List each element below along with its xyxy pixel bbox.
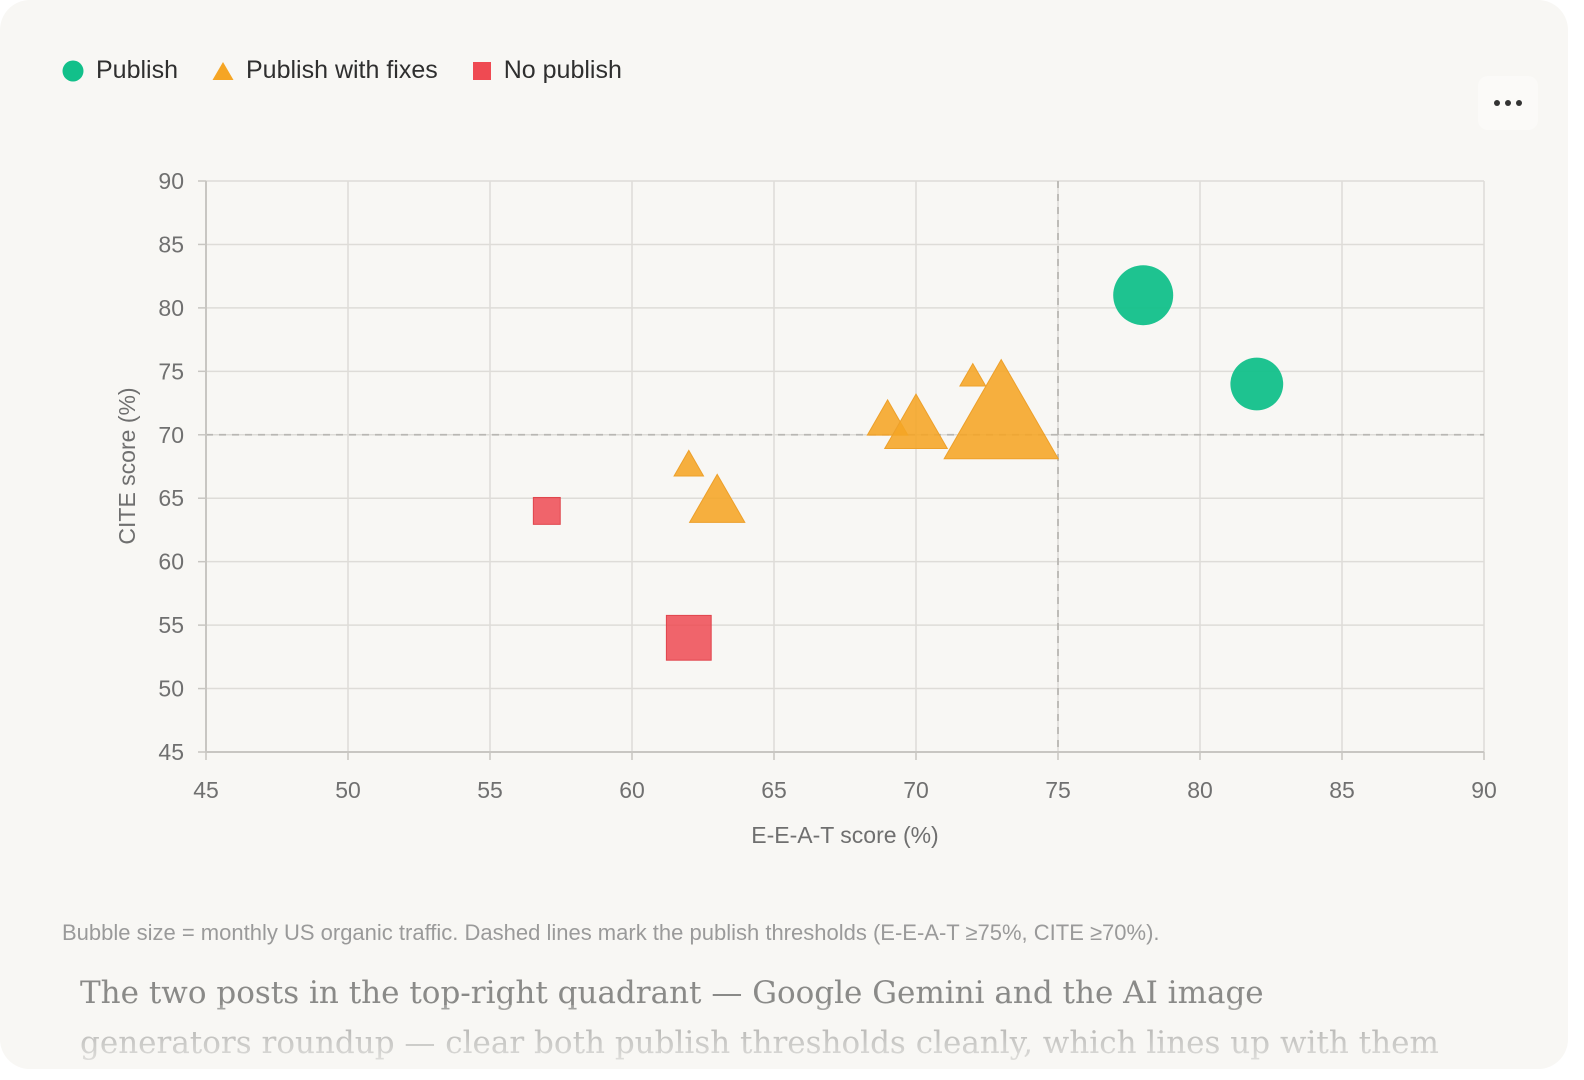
circle-marker-icon: [62, 60, 84, 81]
legend-item-publish: Publish: [62, 56, 178, 85]
x-tick-label: 90: [1471, 777, 1497, 803]
y-tick-label: 60: [158, 549, 184, 575]
y-tick-label: 65: [158, 485, 184, 511]
y-tick-label: 55: [158, 612, 184, 638]
chart-grid: [205, 180, 1485, 753]
data-point-triangle: [959, 362, 987, 387]
tick-labels: 45 50 55 60 65 70 75 80 85 90 45 50 55 60 65 70 75 80 85 90: [158, 168, 1496, 803]
x-tick-label: 50: [335, 777, 361, 803]
x-tick-label: 45: [193, 777, 219, 803]
data-point-triangle: [673, 449, 705, 477]
y-tick-label: 70: [158, 422, 184, 448]
threshold-lines: [206, 181, 1484, 752]
y-tick-label: 50: [158, 676, 184, 702]
chart-card: Publish Publish with fixes No publish 45…: [0, 0, 1568, 1069]
data-points: [532, 265, 1284, 661]
legend-label: Publish with fixes: [246, 56, 438, 84]
x-tick-label: 80: [1187, 777, 1213, 803]
y-tick-label: 45: [158, 739, 184, 765]
x-tick-label: 85: [1329, 777, 1355, 803]
legend: Publish Publish with fixes No publish: [62, 56, 656, 85]
square-marker-icon: [472, 61, 491, 80]
data-point-triangle: [688, 473, 746, 523]
data-point-triangle: [883, 393, 949, 450]
chart-axes: [198, 180, 1485, 760]
data-point-circle: [1113, 265, 1174, 326]
data-point-triangle: [943, 358, 1060, 460]
data-point-square: [532, 496, 561, 525]
scatter-chart: 45 50 55 60 65 70 75 80 85 90 45 50 55 60 65 70 75 80 85 90…: [114, 168, 1497, 848]
x-tick-label: 75: [1045, 777, 1071, 803]
y-tick-label: 75: [158, 358, 184, 384]
chart-caption: Bubble size = monthly US organic traffic…: [62, 920, 1160, 945]
data-point-circle: [1230, 357, 1284, 411]
y-axis-label: CITE score (%): [114, 387, 140, 544]
x-tick-label: 70: [903, 777, 929, 803]
x-tick-label: 60: [619, 777, 645, 803]
x-tick-label: 55: [477, 777, 503, 803]
y-tick-label: 85: [158, 231, 184, 257]
x-tick-label: 65: [761, 777, 787, 803]
y-tick-label: 80: [158, 295, 184, 321]
more-horizontal-icon: [1494, 100, 1522, 106]
legend-label: Publish: [96, 56, 178, 84]
y-tick-label: 90: [158, 168, 184, 194]
legend-label: No publish: [503, 56, 622, 84]
x-axis-label: E-E-A-T score (%): [751, 822, 938, 848]
triangle-marker-icon: [212, 61, 234, 80]
article-paragraph: The two posts in the top-right quadrant …: [80, 975, 1439, 1061]
legend-item-publish-with-fixes: Publish with fixes: [212, 56, 438, 85]
legend-item-no-publish: No publish: [472, 56, 622, 85]
data-point-square: [665, 614, 712, 661]
more-options-button[interactable]: [1478, 76, 1538, 130]
